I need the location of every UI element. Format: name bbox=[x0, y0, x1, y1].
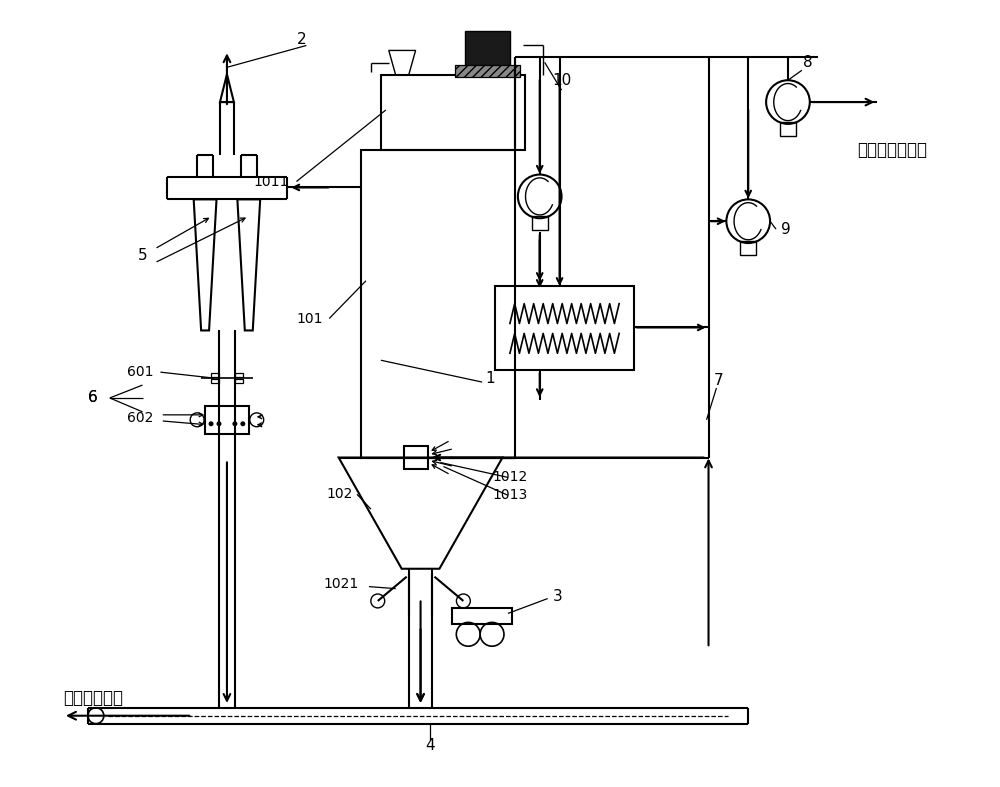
Bar bbox=[780, 122, 796, 136]
Text: 7: 7 bbox=[714, 372, 723, 387]
Bar bbox=[532, 216, 548, 230]
Text: 102: 102 bbox=[326, 487, 352, 501]
Bar bbox=[465, 31, 510, 70]
Bar bbox=[235, 373, 243, 377]
Text: 2: 2 bbox=[297, 32, 306, 47]
Text: 8: 8 bbox=[803, 55, 813, 70]
Text: 602: 602 bbox=[127, 411, 154, 425]
Text: 1: 1 bbox=[485, 371, 495, 386]
Text: 601: 601 bbox=[127, 365, 154, 379]
Bar bbox=[404, 445, 428, 470]
Text: 3: 3 bbox=[553, 589, 562, 604]
Text: 10: 10 bbox=[552, 72, 571, 87]
Bar bbox=[381, 76, 525, 150]
Text: 9: 9 bbox=[781, 222, 791, 237]
Text: 5: 5 bbox=[138, 249, 147, 264]
Circle shape bbox=[209, 421, 214, 427]
Text: 进水泥窑窑尾: 进水泥窑窑尾 bbox=[63, 689, 123, 707]
Bar bbox=[361, 150, 515, 457]
Circle shape bbox=[217, 421, 221, 427]
Text: 6: 6 bbox=[88, 390, 98, 405]
Bar bbox=[205, 406, 249, 434]
Text: 1012: 1012 bbox=[492, 471, 528, 485]
Circle shape bbox=[232, 421, 237, 427]
Text: 1011: 1011 bbox=[254, 175, 289, 189]
Bar bbox=[211, 373, 219, 377]
Text: 1013: 1013 bbox=[492, 488, 528, 502]
Bar bbox=[740, 241, 756, 255]
Text: 进水泥窑分解炉: 进水泥窑分解炉 bbox=[857, 141, 927, 159]
Text: 4: 4 bbox=[426, 738, 435, 753]
Text: 101: 101 bbox=[296, 312, 323, 326]
Bar bbox=[211, 379, 219, 383]
Circle shape bbox=[240, 421, 245, 427]
Text: 1021: 1021 bbox=[324, 577, 359, 591]
Bar bbox=[235, 379, 243, 383]
Bar bbox=[495, 286, 634, 370]
Bar bbox=[452, 608, 512, 624]
Text: 6: 6 bbox=[88, 390, 98, 405]
Bar bbox=[455, 65, 520, 77]
